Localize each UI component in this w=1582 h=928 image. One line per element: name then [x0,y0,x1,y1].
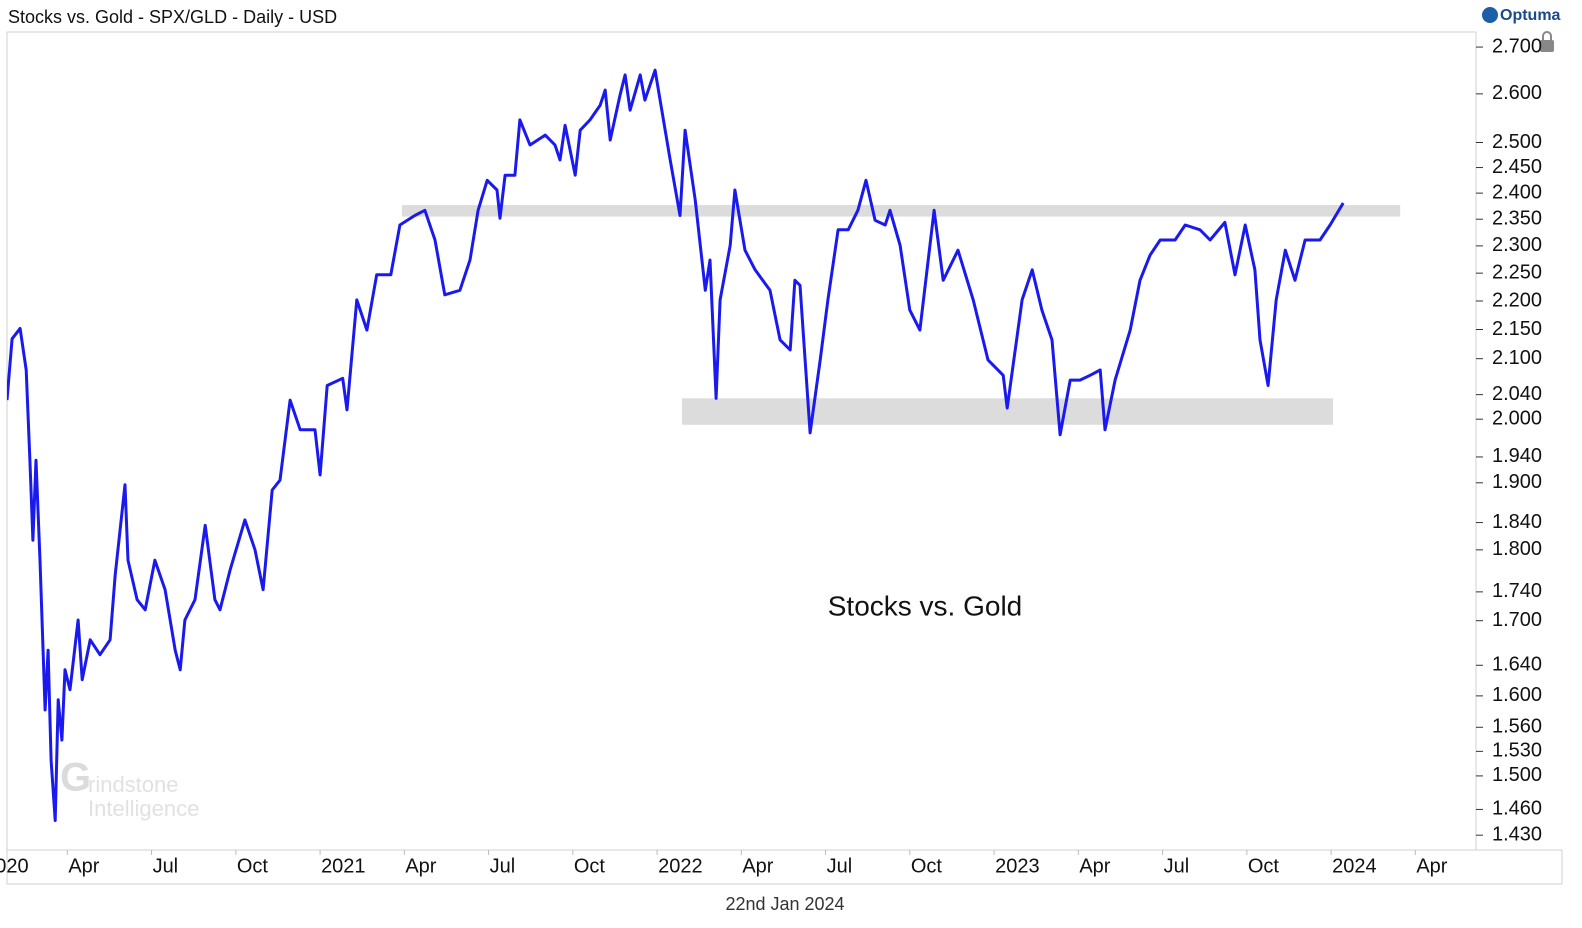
y-tick-label: 2.100 [1492,347,1542,369]
range-band [401,205,1401,217]
data-line [7,68,1345,822]
x-tick-label: Apr [1416,855,1447,877]
x-tick-label: Apr [68,855,99,877]
logo-text: Optuma [1500,7,1561,24]
chart-title: Stocks vs. Gold - SPX/GLD - Daily - USD [8,7,337,27]
date-label: 22nd Jan 2024 [725,894,844,914]
x-tick-label: Oct [911,855,943,877]
y-tick-label: 1.840 [1492,511,1542,533]
watermark-icon: G [60,756,91,800]
y-tick-label: 2.000 [1492,407,1542,429]
x-tick-label: Oct [237,855,269,877]
y-tick-label: 2.700 [1492,35,1542,57]
x-tick-label: Jul [1164,855,1190,877]
y-tick-label: 2.200 [1492,289,1542,311]
y-tick-label: 1.900 [1492,471,1542,493]
y-tick-label: 2.250 [1492,261,1542,283]
x-tick-label: Jul [490,855,516,877]
lock-icon [1540,31,1554,52]
watermark-text: Intelligence [88,796,199,821]
y-tick-label: 1.460 [1492,798,1542,820]
y-tick-label: 2.300 [1492,234,1542,256]
y-tick-label: 1.800 [1492,538,1542,560]
x-tick-label: 2022 [658,855,703,877]
x-tick-label: Oct [1248,855,1280,877]
y-tick-label: 2.450 [1492,156,1542,178]
plot-frame [6,31,1477,851]
x-tick-label: Oct [574,855,606,877]
y-tick-label: 2.400 [1492,181,1542,203]
x-tick-label: Apr [405,855,436,877]
y-tick-label: 1.600 [1492,684,1542,706]
y-tick-label: 2.040 [1492,383,1542,405]
watermark: G rindstone Intelligence [60,756,199,821]
y-tick-label: 1.530 [1492,740,1542,762]
y-tick-label: 2.350 [1492,208,1542,230]
x-tick-label: Jul [827,855,853,877]
y-tick-label: 1.430 [1492,823,1542,845]
x-tick-label: Apr [1079,855,1110,877]
logo-icon [1482,7,1498,23]
annotation: Stocks vs. Gold [828,590,1023,621]
y-tick-label: 2.600 [1492,82,1542,104]
y-tick-label: 1.640 [1492,654,1542,676]
y-tick-label: 1.700 [1492,609,1542,631]
x-tick-label: Jul [153,855,179,877]
y-tick-label: 2.150 [1492,318,1542,340]
watermark-text: rindstone [88,772,179,797]
logo: Optuma [1482,7,1561,24]
y-tick-label: 1.740 [1492,580,1542,602]
y-tick-label: 1.560 [1492,716,1542,738]
y-tick-label: 1.500 [1492,764,1542,786]
x-tick-label: 2024 [1332,855,1377,877]
x-tick-label: 2021 [321,855,366,877]
x-tick-label: 2023 [995,855,1040,877]
x-tick-label: 2020 [0,855,29,877]
y-tick-label: 2.500 [1492,131,1542,153]
x-tick-label: Apr [742,855,773,877]
x-axis-frame [6,849,1563,885]
plot-area [7,68,1401,822]
y-tick-label: 1.940 [1492,445,1542,467]
